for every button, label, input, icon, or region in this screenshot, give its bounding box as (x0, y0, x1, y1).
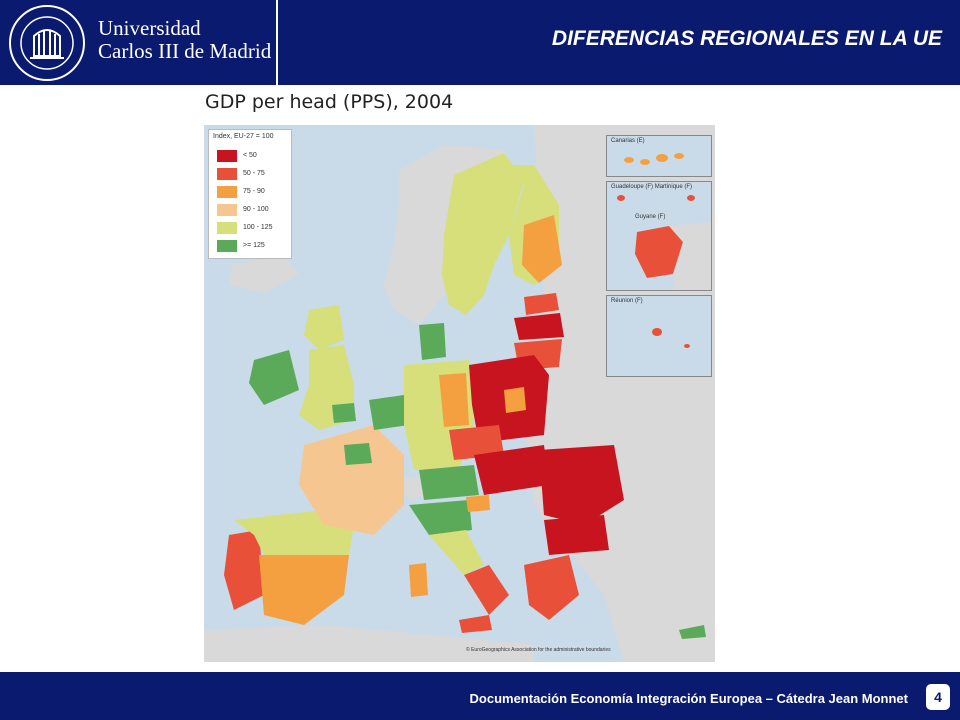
inset-label: Guadeloupe (F) Martinique (F) (611, 184, 693, 190)
region-austria (419, 465, 479, 500)
legend-item: 75 - 90 (217, 186, 291, 200)
region-greece (524, 555, 579, 620)
legend-item: < 50 (217, 150, 291, 164)
legend-label: 50 - 75 (243, 170, 265, 177)
legend-label: >= 125 (243, 242, 265, 249)
region-benelux (369, 395, 409, 430)
region-portugal (224, 530, 264, 610)
map-source-note: © EuroGeographics Association for the ad… (466, 647, 611, 653)
region-sweden (442, 153, 524, 315)
region-italy-central (429, 530, 484, 575)
region-bulgaria (544, 515, 609, 555)
university-seal-icon (9, 5, 85, 81)
inset-guyane-map (617, 195, 711, 290)
iceland-land (229, 255, 299, 293)
inset-canarias-map (624, 153, 684, 165)
region-romania (539, 445, 624, 525)
page-number: 4 (926, 684, 950, 710)
legend-swatch (217, 240, 237, 252)
legend-swatch (217, 186, 237, 198)
region-slovakia-hungary (474, 445, 549, 495)
legend-item: 90 - 100 (217, 204, 291, 218)
legend-label: 100 - 125 (243, 224, 273, 231)
gdp-map: Index, EU-27 = 100 < 50 50 - 75 75 - 90 … (204, 125, 715, 662)
region-finland-south (522, 215, 562, 283)
map-legend: Index, EU-27 = 100 < 50 50 - 75 75 - 90 … (208, 129, 292, 259)
inset-canarias: Canarias (E) (606, 135, 712, 177)
legend-swatch (217, 222, 237, 234)
map-title: GDP per head (PPS), 2004 (205, 91, 454, 113)
region-czechia (449, 425, 504, 460)
legend-swatch (217, 204, 237, 216)
slide-header: Universidad Carlos III de Madrid DIFEREN… (0, 0, 960, 85)
europe-map-graphic (204, 125, 715, 662)
inset-label: Guyane (F) (635, 214, 666, 220)
legend-swatch (217, 150, 237, 162)
region-cyprus (679, 625, 706, 639)
region-sicily (459, 615, 492, 633)
region-italy-north (409, 500, 472, 535)
north-africa-land (204, 625, 534, 662)
legend-label: < 50 (243, 152, 257, 159)
region-france (299, 425, 404, 535)
university-name-line2: Carlos III de Madrid (98, 39, 272, 63)
header-divider (276, 0, 278, 85)
region-paris (344, 443, 372, 465)
legend-label: 75 - 90 (243, 188, 265, 195)
legend-item: >= 125 (217, 240, 291, 254)
region-ireland (249, 350, 299, 405)
inset-reunion-map (652, 328, 690, 348)
university-name-line1: Universidad (98, 16, 201, 40)
university-name: Universidad Carlos III de Madrid (98, 17, 271, 63)
footer-text: Documentación Economía Integración Europ… (469, 691, 908, 706)
region-sardinia (409, 563, 428, 597)
region-london (332, 403, 356, 423)
slide-footer: Documentación Economía Integración Europ… (0, 672, 960, 720)
region-slovenia (466, 495, 490, 512)
legend-swatch (217, 168, 237, 180)
legend-label: 90 - 100 (243, 206, 269, 213)
region-denmark (419, 323, 446, 360)
legend-item: 50 - 75 (217, 168, 291, 182)
slide-title: DIFERENCIAS REGIONALES EN LA UE (551, 27, 942, 50)
region-latvia (514, 313, 564, 340)
region-italy-south (464, 565, 509, 615)
region-spain-south (259, 555, 349, 625)
region-poland-central (504, 387, 526, 413)
region-germany-east (439, 373, 469, 427)
inset-label: Réunion (F) (611, 298, 643, 304)
inset-caribbean-guyane: Guadeloupe (F) Martinique (F) Guyane (F) (606, 181, 712, 291)
region-estonia (524, 293, 559, 315)
inset-label: Canarias (E) (611, 138, 645, 144)
university-logo: Universidad Carlos III de Madrid (0, 0, 276, 85)
legend-item: 100 - 125 (217, 222, 291, 236)
legend-title: Index, EU-27 = 100 (213, 133, 274, 140)
region-scotland (304, 305, 344, 350)
inset-reunion: Réunion (F) (606, 295, 712, 377)
